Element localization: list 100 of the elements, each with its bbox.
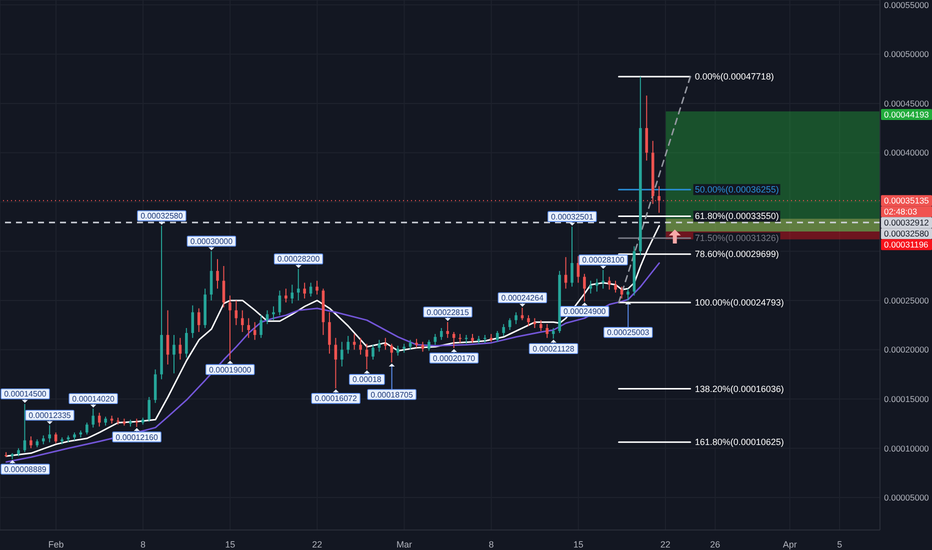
candlestick <box>296 268 300 301</box>
annotation: 100.00%(0.00024793) <box>694 298 784 308</box>
candlestick <box>589 280 592 294</box>
candlestick <box>30 436 32 449</box>
text: 0.00032580 <box>884 228 930 239</box>
annotation: 0.00028100 <box>582 256 625 265</box>
x-tick-label: 22 <box>312 539 322 550</box>
x-tick-label: 26 <box>710 539 720 550</box>
annotation: 0.00008889 <box>4 464 47 474</box>
annotation: 0.00012335 <box>28 411 72 420</box>
y-tick-label: 0.00020000 <box>884 344 930 355</box>
candlestick <box>396 345 400 356</box>
candlestick <box>284 288 288 303</box>
candlestick <box>446 321 450 338</box>
annotation: 0.00018705 <box>370 390 414 400</box>
candlestick <box>514 312 518 325</box>
text: 02:48:03 <box>884 206 918 217</box>
candlestick <box>408 339 412 350</box>
candlestick <box>316 280 318 296</box>
x-tick-label: 8 <box>140 539 146 550</box>
candlestick <box>365 343 368 370</box>
annotation: 0.00014500 <box>4 390 47 399</box>
candlestick <box>98 412 101 428</box>
candlestick <box>346 335 350 354</box>
candlestick <box>328 312 331 354</box>
annotation: 161.80%(0.00010625) <box>694 437 784 448</box>
candlestick <box>583 273 586 302</box>
candlestick <box>54 432 58 444</box>
candlestick <box>390 343 394 363</box>
annotation: 0.00018 <box>352 375 382 384</box>
candlestick <box>502 324 505 336</box>
annotation: 71.50%(0.00031326) <box>694 233 779 244</box>
candlestick <box>458 333 462 344</box>
annotation: 0.00032580 <box>140 212 184 221</box>
annotation: 0.00012160 <box>116 432 159 442</box>
y-tick-label: 0.00025000 <box>884 295 930 306</box>
y-tick-label: 0.00015000 <box>884 394 930 404</box>
candlestick <box>172 334 176 374</box>
candlestick <box>620 286 624 299</box>
candlestick <box>464 334 468 344</box>
candlestick <box>216 258 219 290</box>
band-label: 0.00031196 <box>884 240 929 250</box>
candlestick <box>496 330 499 342</box>
x-tick-label: Feb <box>48 539 64 550</box>
annotation: 0.00016072 <box>314 394 358 404</box>
annotation: 0.00032501 <box>551 212 594 222</box>
candlestick <box>626 288 630 301</box>
x-tick-label: 15 <box>225 539 236 550</box>
candlestick <box>359 337 362 356</box>
candlestick <box>290 284 294 304</box>
candlestick <box>428 339 430 352</box>
candlestick <box>546 324 549 338</box>
candlestick <box>191 304 194 338</box>
candlestick <box>228 295 232 360</box>
candlestick <box>303 282 306 299</box>
annotation: 138.20%(0.00016036) <box>694 384 784 394</box>
candlestick <box>92 408 95 428</box>
candlestick <box>372 344 374 360</box>
candlestick <box>135 418 138 428</box>
x-tick-label: 15 <box>573 539 584 550</box>
x-tick-label: Apr <box>782 539 797 550</box>
annotation: 0.00024900 <box>563 307 606 316</box>
x-tick-label: Mar <box>396 539 412 550</box>
annotation: 0.00014020 <box>72 394 115 404</box>
candlestick <box>540 320 542 332</box>
y-tick-label: 0.00055000 <box>884 0 930 10</box>
candlestick <box>614 280 617 294</box>
candlestick <box>570 226 574 288</box>
candlestick <box>340 341 344 367</box>
candlestick <box>552 328 555 340</box>
candlestick <box>352 333 356 350</box>
y-tick-label: 0.00040000 <box>884 148 930 158</box>
candlestick <box>253 322 256 340</box>
candlestick <box>278 290 282 316</box>
ref-line-label: 0.00035135 <box>884 196 930 206</box>
y-tick-label: 0.00005000 <box>884 492 930 503</box>
y-tick-label: 0.00045000 <box>884 98 930 108</box>
band-label: 0.00044193 <box>884 109 930 120</box>
y-tick-label: 0.00010000 <box>884 443 930 454</box>
candlestick <box>148 396 150 422</box>
candlestick <box>520 307 524 321</box>
ref-line-label: 0.00032912 <box>884 218 930 228</box>
candlestick <box>240 310 244 332</box>
candlestick <box>378 339 381 352</box>
candlestick <box>527 314 530 327</box>
annotation: 0.00028200 <box>277 254 320 264</box>
annotation: 0.00020170 <box>432 354 476 363</box>
y-tick-label: 0.00050000 <box>884 49 930 60</box>
candlestick <box>384 337 387 350</box>
annotation: 50.00%(0.00036255) <box>694 184 779 195</box>
annotation: 0.00%(0.00047718) <box>694 72 774 82</box>
annotation: 78.60%(0.00029699) <box>694 249 779 260</box>
candlestick <box>272 306 275 321</box>
candlestick <box>309 282 312 298</box>
candlestick <box>260 314 262 338</box>
annotation: 0.00024264 <box>501 294 544 303</box>
candlestick <box>508 318 512 331</box>
candlestick <box>185 328 188 358</box>
annotation: 61.80%(0.00033550) <box>694 211 779 222</box>
candlestick <box>533 318 536 329</box>
